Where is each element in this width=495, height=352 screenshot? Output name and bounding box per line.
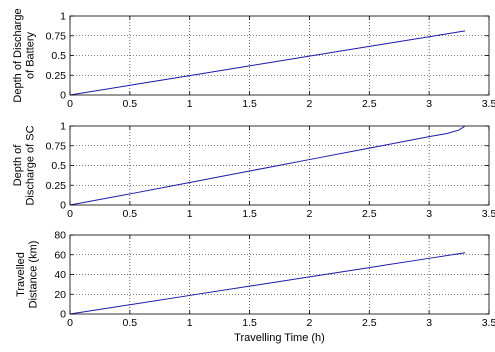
y-tick-label-1-4: 1 xyxy=(60,11,66,23)
y-tick-label-2-0: 0 xyxy=(60,200,66,212)
y-tick-label-3-0: 0 xyxy=(60,309,66,321)
x-tick-label-2-7: 3.5 xyxy=(482,208,495,220)
y-tick-label-1-2: 0.5 xyxy=(51,50,66,62)
x-tick-label-2-6: 3 xyxy=(426,208,432,220)
y-tick-label-2-4: 1 xyxy=(60,121,66,133)
y-axis-label-2: Depth ofDischarge of SC xyxy=(12,125,37,205)
x-tick-label-2-2: 1 xyxy=(187,208,193,220)
x-tick-label-1-5: 2.5 xyxy=(362,98,377,110)
y-axis-label-line-3-2: Distance (km) xyxy=(28,241,40,309)
series-line-2-1 xyxy=(69,125,466,206)
x-tick-label-3-3: 1.5 xyxy=(242,317,257,329)
subplot-1: 0 0.5 1 1.5 2 2.5 3 3.5 0 0.25 0.5 0.75 1 Depth of Di… xyxy=(12,8,495,110)
y-axis-label-line-1-2: of Battery xyxy=(25,31,37,79)
x-tick-label-1-7: 3.5 xyxy=(482,98,495,110)
subplot-2: 0 0.5 1 1.5 2 2.5 3 3.5 0 0.25 0.5 0.75 1 Depth ofDis… xyxy=(12,121,495,221)
x-tick-label-2-5: 2.5 xyxy=(362,208,377,220)
x-tick-label-3-5: 2.5 xyxy=(362,317,377,329)
y-tick-label-2-1: 0.25 xyxy=(46,180,67,192)
y-tick-label-1-3: 0.75 xyxy=(46,30,67,42)
y-tick-label-1-1: 0.25 xyxy=(46,70,67,82)
x-tick-label-3-2: 1 xyxy=(187,317,193,329)
plot-area-1 xyxy=(70,16,489,95)
x-tick-label-3-0: 0 xyxy=(67,317,73,329)
subplot-3: 0 0.5 1 1.5 2 2.5 3 3.5 0 20 40 60 80 TravelledDistan… xyxy=(15,230,495,345)
axes-frame-3 xyxy=(69,234,490,315)
y-axis-label-line-2-1: Depth of xyxy=(12,144,24,187)
x-tick-label-3-6: 3 xyxy=(426,317,432,329)
axes-frame-2 xyxy=(69,125,490,206)
y-tick-label-3-2: 40 xyxy=(54,269,66,281)
y-tick-label-3-1: 20 xyxy=(54,289,66,301)
x-tick-label-2-4: 2 xyxy=(307,208,313,220)
x-axis-label-3: Travelling Time (h) xyxy=(234,332,325,344)
y-axis-label-line-2-2: Discharge of SC xyxy=(25,125,37,205)
y-axis-label-line-3-1: Travelled xyxy=(15,252,27,297)
x-tick-label-2-0: 0 xyxy=(67,208,73,220)
x-tick-label-2-3: 1.5 xyxy=(242,208,257,220)
series-line-1-1 xyxy=(69,30,466,96)
y-tick-label-2-2: 0.5 xyxy=(51,160,66,172)
x-tick-label-1-1: 0.5 xyxy=(123,98,138,110)
x-tick-label-3-7: 3.5 xyxy=(482,317,495,329)
y-tick-label-3-4: 80 xyxy=(54,230,66,242)
x-tick-label-3-4: 2 xyxy=(307,317,313,329)
y-axis-label-1: Depth of Dischargeof Battery xyxy=(12,8,37,102)
y-tick-label-3-3: 60 xyxy=(54,249,66,261)
x-tick-label-1-6: 3 xyxy=(426,98,432,110)
series-line-3-1 xyxy=(69,252,466,315)
x-tick-label-3-1: 0.5 xyxy=(123,317,138,329)
y-axis-label-3: TravelledDistance (km) xyxy=(15,241,40,309)
x-tick-label-1-2: 1 xyxy=(187,98,193,110)
x-tick-label-1-3: 1.5 xyxy=(242,98,257,110)
axes-frame-1 xyxy=(69,15,490,96)
x-tick-label-1-4: 2 xyxy=(307,98,313,110)
y-axis-label-line-1-1: Depth of Discharge xyxy=(12,8,24,102)
plot-area-3 xyxy=(70,235,489,314)
y-tick-label-1-0: 0 xyxy=(60,90,66,102)
x-tick-label-1-0: 0 xyxy=(67,98,73,110)
y-tick-label-2-3: 0.75 xyxy=(46,140,67,152)
x-tick-label-2-1: 0.5 xyxy=(123,208,138,220)
